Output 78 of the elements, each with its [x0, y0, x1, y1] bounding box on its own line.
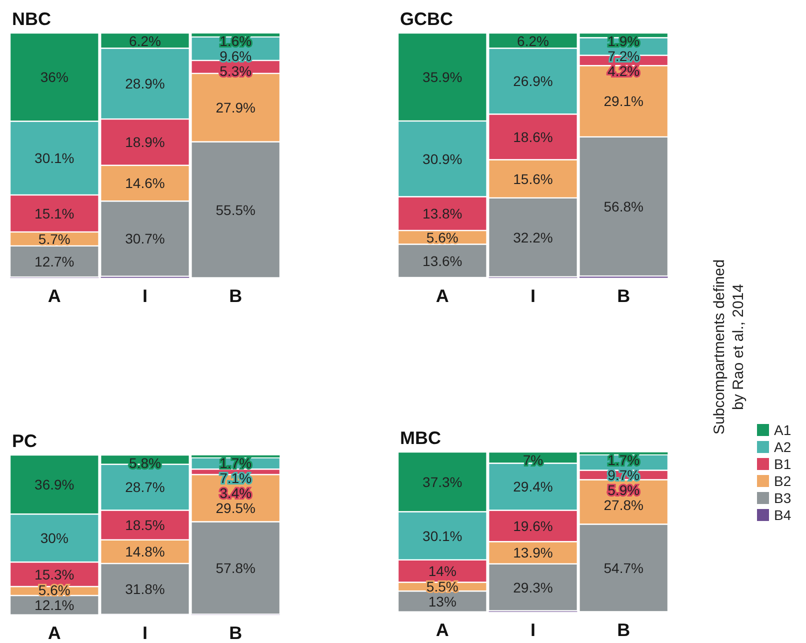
data-label: 55.5% [216, 202, 256, 218]
data-label: 15.6% [513, 170, 553, 187]
data-label: 18.5% [125, 517, 165, 533]
data-label: 6.2% [129, 33, 161, 49]
legend-label: A2 [774, 439, 792, 455]
data-label: 5.9% [608, 482, 640, 498]
data-label: 29.1% [604, 93, 644, 110]
data-label: 15.3% [34, 566, 74, 582]
data-label: 28.9% [125, 76, 165, 92]
data-label: 31.8% [125, 580, 165, 597]
data-label: 29.5% [216, 500, 256, 516]
chart-title: MBC [400, 428, 441, 448]
legend-label: B2 [774, 473, 792, 489]
data-label: 18.6% [513, 128, 553, 145]
legend-label: B1 [774, 456, 792, 472]
data-label: 13.6% [422, 252, 462, 269]
data-label: 5.5% [426, 578, 458, 594]
data-label: 9.7% [608, 467, 640, 483]
data-label: 7.1% [220, 470, 252, 486]
x-tick-label: B [229, 623, 242, 643]
x-tick-label: B [617, 286, 630, 306]
legend-label: A1 [774, 422, 792, 438]
x-tick-label: I [530, 620, 536, 640]
data-label: 14% [428, 563, 456, 580]
data-label: 28.7% [125, 479, 165, 496]
data-label: 36.9% [34, 476, 74, 493]
data-label: 4.2% [608, 63, 640, 79]
x-tick-label: B [617, 620, 630, 640]
x-tick-label: A [48, 623, 61, 643]
data-label: 1.6% [220, 33, 252, 49]
data-label: 14.6% [125, 175, 165, 192]
data-label: 29.3% [513, 579, 553, 596]
x-tick-label: A [436, 286, 449, 306]
data-label: 29.4% [513, 478, 553, 495]
chart-title: PC [12, 431, 38, 451]
data-label: 37.3% [422, 474, 462, 490]
legend-title: Subcompartments defined by Rao et al., 2014 [711, 259, 747, 435]
data-label: 30.1% [34, 150, 74, 166]
data-label: 12.7% [34, 253, 74, 270]
data-label: 5.7% [38, 230, 70, 247]
data-label: 14.8% [125, 544, 165, 560]
data-label: 1.7% [608, 452, 640, 468]
text: B3 [774, 490, 792, 506]
data-label: 5.6% [38, 582, 70, 598]
data-label: 12.1% [34, 597, 74, 614]
data-label: 6.2% [517, 33, 549, 49]
data-label: 19.6% [513, 518, 553, 534]
data-label: 56.8% [604, 198, 644, 214]
data-label: 30.1% [422, 528, 462, 544]
data-label: 36% [40, 69, 68, 86]
x-tick-label: I [530, 286, 536, 306]
data-label: 15.1% [34, 205, 74, 222]
x-tick-label: I [142, 286, 148, 306]
data-label: 30% [40, 530, 68, 546]
data-label: 57.8% [216, 560, 256, 576]
data-label: 9.6% [220, 48, 252, 64]
x-tick-label: B [229, 286, 242, 306]
data-label: 30.9% [422, 150, 462, 167]
data-label: 54.7% [604, 560, 644, 576]
data-label: 27.9% [216, 100, 256, 116]
chart-title: NBC [12, 9, 51, 29]
chart-title: GCBC [400, 9, 453, 29]
data-label: 26.9% [513, 73, 553, 90]
x-tick-label: A [436, 620, 449, 640]
data-label: 18.9% [125, 134, 165, 150]
data-label: 13% [428, 593, 456, 610]
data-label: 35.9% [422, 68, 462, 85]
x-tick-label: I [142, 623, 148, 643]
x-tick-label: A [48, 286, 61, 306]
data-label: 27.8% [604, 497, 644, 513]
data-label: 13.9% [513, 544, 553, 561]
data-label: 3.4% [220, 485, 252, 501]
data-label: 30.7% [125, 230, 165, 247]
data-label: 5.6% [426, 229, 458, 246]
data-label: 13.8% [422, 206, 462, 222]
data-label: 1.7% [220, 455, 252, 471]
data-label: 32.2% [513, 229, 553, 246]
legend-label: B4 [774, 507, 792, 523]
